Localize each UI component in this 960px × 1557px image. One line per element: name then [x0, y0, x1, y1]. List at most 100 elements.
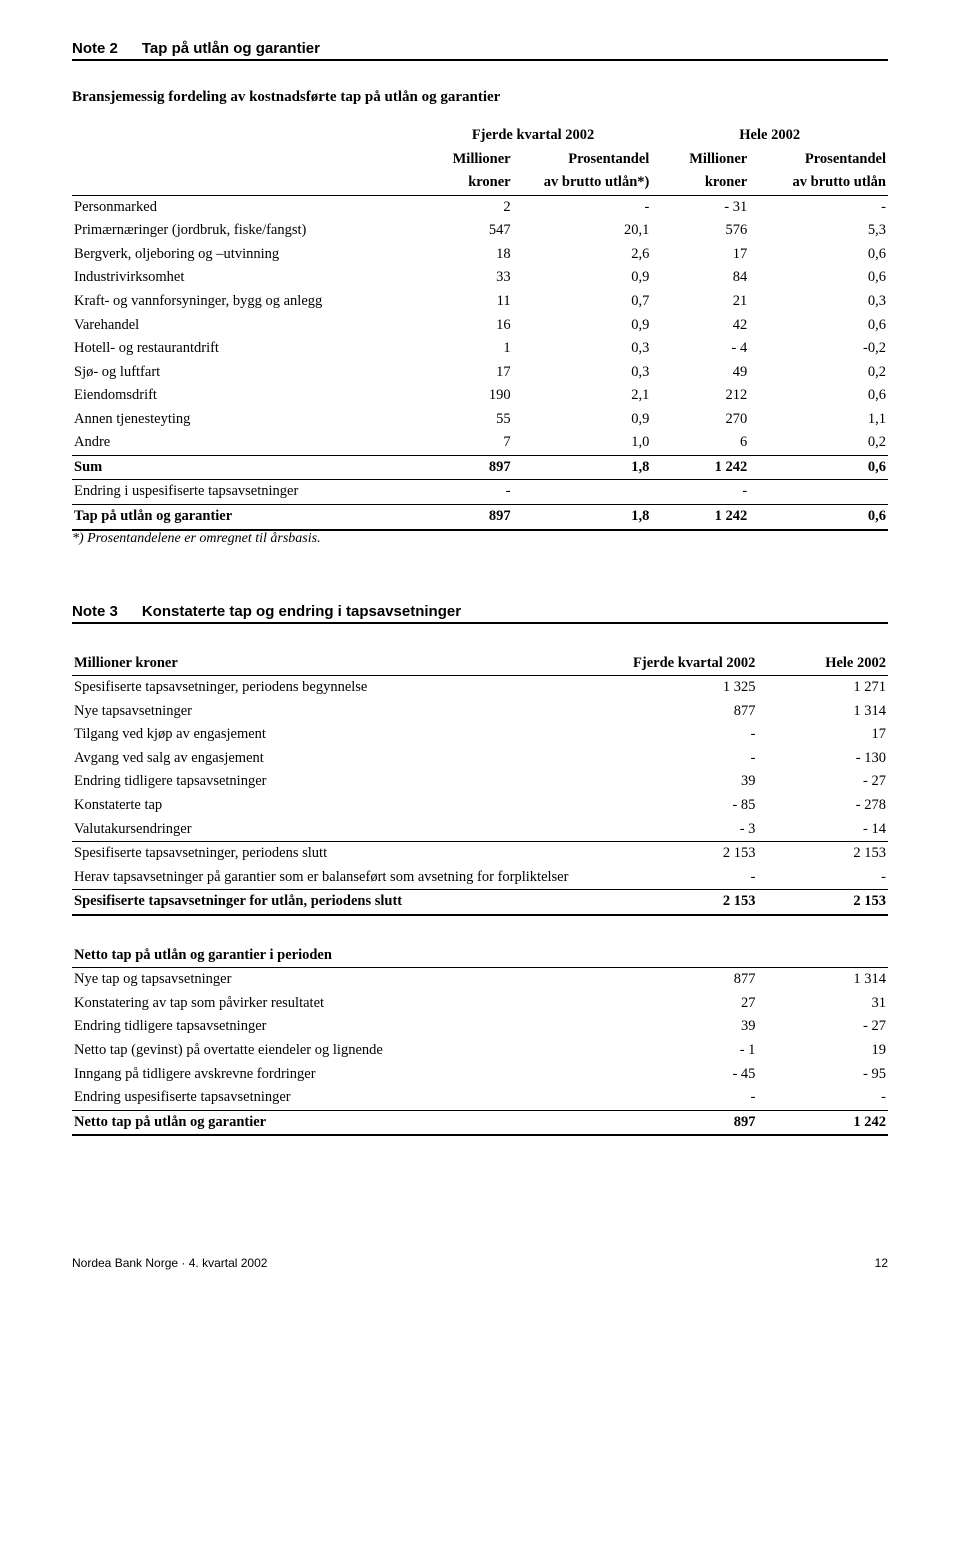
- sub-h4: av brutto utlån: [749, 171, 888, 195]
- table-row: Spesifiserte tapsavsetninger, periodens …: [72, 676, 888, 700]
- cell-value: -: [578, 1086, 758, 1110]
- cell-value: 11: [415, 290, 513, 314]
- cell-label: Nye tapsavsetninger: [72, 700, 578, 724]
- cell-value: 2,1: [513, 384, 652, 408]
- col-h1: Fjerde kvartal 2002: [578, 652, 758, 676]
- cell-value: 877: [578, 968, 758, 992]
- cell-label: Varehandel: [72, 314, 415, 338]
- col-h2: Hele 2002: [757, 652, 888, 676]
- cell-value: - 27: [757, 1015, 888, 1039]
- col-h1: Millioner: [415, 148, 513, 172]
- cell-label: Netto tap (gevinst) på overtatte eiendel…: [72, 1039, 578, 1063]
- cell-value: 1,1: [749, 408, 888, 432]
- table-row: Primærnæringer (jordbruk, fiske/fangst)5…: [72, 219, 888, 243]
- cell-label: Endring tidligere tapsavsetninger: [72, 1015, 578, 1039]
- table-header-group: Fjerde kvartal 2002 Hele 2002: [72, 124, 888, 148]
- note3-table1: Millioner kroner Fjerde kvartal 2002 Hel…: [72, 652, 888, 916]
- cell-label: Spesifiserte tapsavsetninger for utlån, …: [72, 890, 578, 915]
- note2-total-row: Tap på utlån og garantier 897 1,8 1 242 …: [72, 505, 888, 530]
- cell-value: 0,2: [749, 431, 888, 455]
- table-row: Varehandel160,9420,6: [72, 314, 888, 338]
- cell-value: 5,3: [749, 219, 888, 243]
- cell-value: 0,9: [513, 408, 652, 432]
- cell-value: - 130: [757, 747, 888, 771]
- col-h3: Millioner: [651, 148, 749, 172]
- cell-value: 270: [651, 408, 749, 432]
- note3-table2: Netto tap på utlån og garantier i period…: [72, 944, 888, 1137]
- cell-value: - 278: [757, 794, 888, 818]
- cell-value: 17: [757, 723, 888, 747]
- table-row: Valutakursendringer- 3- 14: [72, 818, 888, 842]
- cell-label: Herav tapsavsetninger på garantier som e…: [72, 866, 578, 890]
- note3-t1-sub-row: Spesifiserte tapsavsetninger, periodens …: [72, 842, 888, 866]
- footer-right: 12: [875, 1256, 888, 1270]
- cell-value: 33: [415, 266, 513, 290]
- cell-value: 55: [415, 408, 513, 432]
- cell-value: 1 242: [651, 505, 749, 530]
- cell-value: - 4: [651, 337, 749, 361]
- cell-label: Primærnæringer (jordbruk, fiske/fangst): [72, 219, 415, 243]
- cell-label: Spesifiserte tapsavsetninger, periodens …: [72, 842, 578, 866]
- cell-value: [513, 480, 652, 505]
- cell-label: Andre: [72, 431, 415, 455]
- note3-t1-total-row: Spesifiserte tapsavsetninger for utlån, …: [72, 890, 888, 915]
- footer-left: Nordea Bank Norge · 4. kvartal 2002: [72, 1256, 267, 1270]
- cell-label: Avgang ved salg av engasjement: [72, 747, 578, 771]
- cell-value: 1,8: [513, 505, 652, 530]
- table-row: Endring tidligere tapsavsetninger39- 27: [72, 770, 888, 794]
- cell-value: 0,3: [513, 361, 652, 385]
- cell-value: 1: [415, 337, 513, 361]
- cell-value: -: [578, 723, 758, 747]
- cell-value: 877: [578, 700, 758, 724]
- cell-label: Annen tjenesteyting: [72, 408, 415, 432]
- cell-value: 20,1: [513, 219, 652, 243]
- cell-value: 0,6: [749, 505, 888, 530]
- cell-value: 0,3: [513, 337, 652, 361]
- cell-value: -: [757, 1086, 888, 1110]
- col-label: Millioner kroner: [72, 652, 578, 676]
- cell-value: 0,9: [513, 314, 652, 338]
- cell-value: 1 271: [757, 676, 888, 700]
- table-row: Endring uspesifiserte tapsavsetninger--: [72, 1086, 888, 1110]
- cell-value: - 45: [578, 1063, 758, 1087]
- cell-value: - 3: [578, 818, 758, 842]
- cell-value: 17: [415, 361, 513, 385]
- cell-value: 0,9: [513, 266, 652, 290]
- cell-value: 6: [651, 431, 749, 455]
- cell-label: Sum: [72, 455, 415, 480]
- cell-label: Sjø- og luftfart: [72, 361, 415, 385]
- note2-title: Tap på utlån og garantier: [142, 40, 320, 57]
- cell-value: 0,7: [513, 290, 652, 314]
- note2-subtitle: Bransjemessig fordeling av kostnadsførte…: [72, 89, 888, 106]
- note3-t1-herav-row: Herav tapsavsetninger på garantier som e…: [72, 866, 888, 890]
- cell-value: 897: [415, 455, 513, 480]
- cell-label: Eiendomsdrift: [72, 384, 415, 408]
- cell-value: 17: [651, 243, 749, 267]
- sub-h1: kroner: [415, 171, 513, 195]
- cell-value: 897: [578, 1110, 758, 1135]
- table-row: Industrivirksomhet330,9840,6: [72, 266, 888, 290]
- cell-value: 49: [651, 361, 749, 385]
- cell-value: 0,3: [749, 290, 888, 314]
- cell-value: 190: [415, 384, 513, 408]
- cell-value: 21: [651, 290, 749, 314]
- cell-label: Kraft- og vannforsyninger, bygg og anleg…: [72, 290, 415, 314]
- cell-value: 212: [651, 384, 749, 408]
- cell-value: 2: [415, 195, 513, 219]
- cell-value: 0,6: [749, 243, 888, 267]
- cell-label: Endring i uspesifiserte tapsavsetninger: [72, 480, 415, 505]
- note2-sum-row: Sum 897 1,8 1 242 0,6: [72, 455, 888, 480]
- note3-prefix: Note 3: [72, 603, 118, 620]
- cell-value: -: [749, 195, 888, 219]
- cell-value: - 27: [757, 770, 888, 794]
- sub-h2: av brutto utlån*): [513, 171, 652, 195]
- cell-value: 1 314: [757, 700, 888, 724]
- cell-value: 547: [415, 219, 513, 243]
- col-h4: Prosentandel: [749, 148, 888, 172]
- table-row: Sjø- og luftfart170,3490,2: [72, 361, 888, 385]
- cell-value: 31: [757, 992, 888, 1016]
- table-row: Kraft- og vannforsyninger, bygg og anleg…: [72, 290, 888, 314]
- cell-value: 0,6: [749, 314, 888, 338]
- note2-heading: Note 2 Tap på utlån og garantier: [72, 40, 888, 61]
- page-footer: Nordea Bank Norge · 4. kvartal 2002 12: [72, 1256, 888, 1270]
